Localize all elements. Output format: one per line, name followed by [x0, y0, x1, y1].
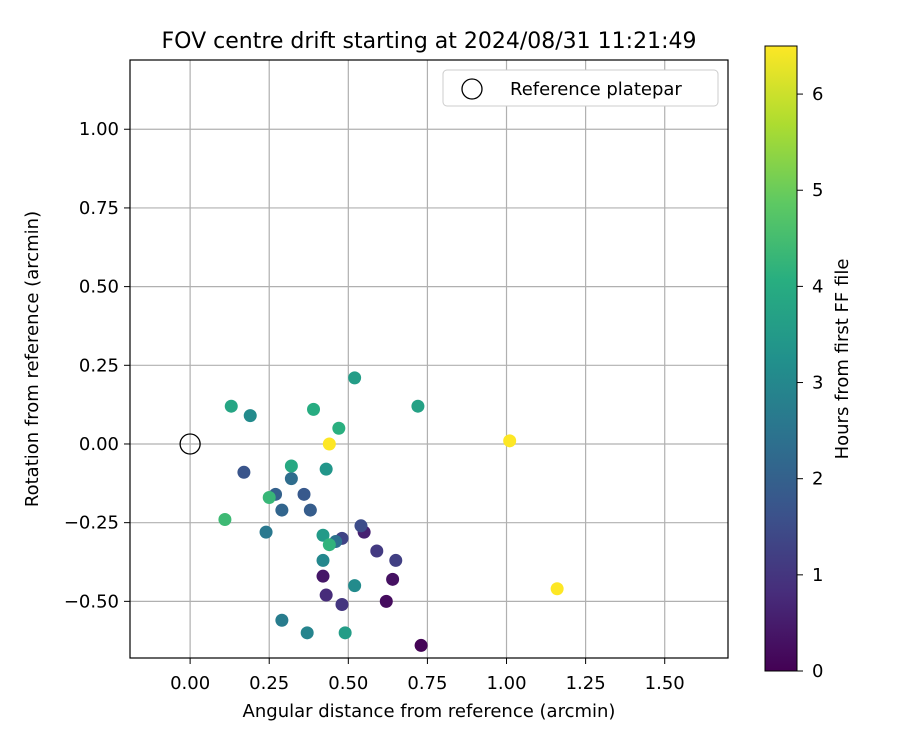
x-axis-ticks: 0.00 0.25 0.50 0.75 1.00 1.25 1.50 — [170, 658, 685, 694]
y-tick-label: −0.50 — [64, 591, 119, 612]
x-axis-label: Angular distance from reference (arcmin) — [243, 701, 616, 722]
data-point — [259, 525, 273, 539]
data-point — [316, 528, 330, 542]
x-tick-label: 0.25 — [249, 673, 289, 694]
data-points — [179, 371, 564, 652]
data-point — [386, 572, 400, 586]
data-point — [338, 626, 352, 640]
data-point — [316, 569, 330, 583]
data-point — [307, 402, 321, 416]
data-point — [354, 519, 368, 533]
data-point — [275, 503, 289, 517]
legend: Reference platepar — [442, 69, 719, 107]
data-point — [319, 462, 333, 476]
y-tick-label: −0.25 — [64, 513, 119, 534]
legend-box — [442, 69, 719, 107]
reference-platepar-marker — [179, 433, 201, 455]
colorbar-tick-label: 2 — [812, 469, 823, 490]
data-point — [284, 459, 298, 473]
colorbar-tick-label: 3 — [812, 373, 823, 394]
data-point — [348, 371, 362, 385]
legend-label-reference: Reference platepar — [510, 79, 682, 100]
x-tick-label: 1.00 — [486, 673, 526, 694]
data-point — [322, 538, 336, 552]
data-point — [303, 503, 317, 517]
data-point — [370, 544, 384, 558]
y-tick-label: 0.75 — [79, 198, 119, 219]
colorbar: 0 1 2 3 4 5 6 Hours from first FF file — [764, 45, 853, 682]
data-point — [503, 434, 517, 448]
y-tick-label: 0.50 — [79, 277, 119, 298]
data-point — [550, 582, 564, 596]
data-point — [348, 579, 362, 593]
plot-frame — [129, 59, 729, 659]
data-point — [262, 490, 276, 504]
x-tick-label: 0.00 — [170, 673, 210, 694]
x-tick-label: 0.50 — [328, 673, 368, 694]
x-tick-label: 0.75 — [407, 673, 447, 694]
data-point — [275, 613, 289, 627]
y-tick-label: 0.00 — [79, 434, 119, 455]
data-point — [218, 513, 232, 527]
data-point — [389, 553, 403, 567]
y-tick-label: 0.25 — [79, 355, 119, 376]
legend-marker-reference — [461, 78, 483, 100]
data-point — [300, 626, 314, 640]
chart-title: FOV centre drift starting at 2024/08/31 … — [162, 29, 697, 54]
colorbar-bar — [764, 45, 798, 672]
data-point — [297, 487, 311, 501]
data-point — [411, 399, 425, 413]
data-point — [379, 594, 393, 608]
colorbar-tick-label: 1 — [812, 565, 823, 586]
data-point — [335, 597, 349, 611]
grid — [130, 60, 728, 658]
colorbar-tick-label: 0 — [812, 661, 823, 682]
colorbar-tick-label: 5 — [812, 180, 823, 201]
data-point — [414, 638, 428, 652]
y-tick-label: 1.00 — [79, 119, 119, 140]
y-axis-ticks: −0.50 −0.25 0.00 0.25 0.50 0.75 1.00 — [64, 119, 130, 612]
data-point — [224, 399, 238, 413]
data-point — [316, 553, 330, 567]
data-point — [284, 472, 298, 486]
data-point — [322, 437, 336, 451]
colorbar-tick-label: 6 — [812, 84, 823, 105]
x-tick-label: 1.50 — [645, 673, 685, 694]
data-point — [237, 465, 251, 479]
colorbar-label: Hours from first FF file — [832, 259, 853, 460]
data-point — [319, 588, 333, 602]
y-axis-label: Rotation from reference (arcmin) — [22, 211, 43, 507]
colorbar-ticks: 0 1 2 3 4 5 6 — [797, 84, 823, 682]
colorbar-tick-label: 4 — [812, 276, 823, 297]
x-tick-label: 1.25 — [566, 673, 606, 694]
data-point — [332, 421, 346, 435]
data-point — [243, 409, 257, 423]
